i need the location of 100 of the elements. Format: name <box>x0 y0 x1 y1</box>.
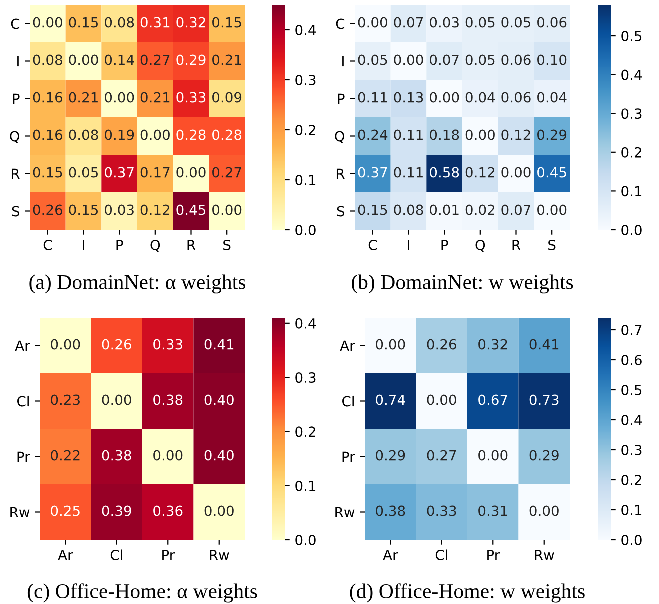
y-tick-label: I <box>342 56 344 67</box>
data-label: 0.31 <box>478 506 508 516</box>
data-label: 0.00 <box>502 167 531 178</box>
data-label: 0.29 <box>530 450 559 461</box>
x-tick-label: Pr <box>162 550 176 560</box>
data-label: 0.13 <box>394 92 424 103</box>
data-label: 0.26 <box>427 339 456 350</box>
data-label: 0.00 <box>140 130 170 140</box>
x-tick-label: Rw <box>535 550 554 560</box>
color-bar-label: 0.6 <box>622 354 642 366</box>
data-label: 0.00 <box>466 130 495 140</box>
data-label: 0.29 <box>538 130 567 140</box>
data-label: 0.29 <box>376 450 406 461</box>
y-tick-label: Rw <box>10 507 30 518</box>
color-bar-label: 0.1 <box>296 480 316 492</box>
color-bar-label: 0.1 <box>622 186 642 197</box>
color-bar-label: 0.3 <box>622 108 642 120</box>
color-bar-label: 0.4 <box>296 24 316 36</box>
color-bar-label: 0.2 <box>296 124 316 136</box>
x-tick-label: Ar <box>58 550 74 560</box>
data-label: 0.11 <box>394 167 423 178</box>
text: (b) DomainNet: w weights <box>352 274 574 294</box>
data-label: 0.06 <box>538 17 567 28</box>
y-tick-label: R <box>336 168 345 180</box>
y-tick-label: Cl <box>18 396 29 407</box>
data-label: 0.38 <box>154 394 183 406</box>
data-label: 0.07 <box>394 17 424 28</box>
y-tick-label: Pr <box>342 452 356 462</box>
data-label: 0.00 <box>154 450 183 461</box>
x-tick-label: P <box>442 240 448 250</box>
y-tick-label: Q <box>10 131 20 144</box>
x-tick-label: Cl <box>436 550 448 560</box>
data-label: 0.00 <box>538 204 567 216</box>
x-tick-label: S <box>224 240 231 250</box>
data-label: 0.16 <box>33 92 63 103</box>
data-label: 0.08 <box>394 204 424 216</box>
y-tick-label: C <box>11 18 20 30</box>
color-bar-label: 0.4 <box>622 414 642 426</box>
color-bar-label: 0.4 <box>296 318 316 329</box>
x-tick-label: I <box>83 240 84 250</box>
color-bar-label: 0.0 <box>622 224 642 236</box>
data-label: 0.05 <box>466 17 495 28</box>
data-label: 0.33 <box>154 339 182 350</box>
text: (a) DomainNet: α weights <box>30 274 246 294</box>
color-bar-label: 0.1 <box>296 174 316 186</box>
x-tick-label: Rw <box>210 550 230 560</box>
data-label: 0.00 <box>176 167 206 178</box>
x-tick-label: P <box>116 240 124 250</box>
data-label: 0.10 <box>538 54 567 66</box>
y-tick-label: Rw <box>336 507 355 518</box>
data-label: 0.45 <box>176 204 206 216</box>
data-label: 0.15 <box>69 17 98 28</box>
data-label: 0.00 <box>376 339 406 350</box>
data-label: 0.17 <box>140 167 170 178</box>
data-label: 0.16 <box>33 130 63 140</box>
data-label: 0.08 <box>105 17 134 28</box>
color-bar-label: 0.3 <box>296 74 316 86</box>
x-tick-label: C <box>44 240 52 250</box>
color-bar-label: 0.2 <box>622 474 642 486</box>
y-tick-label: C <box>336 18 345 30</box>
data-label: 0.00 <box>33 17 62 28</box>
data-label: 0.29 <box>176 54 206 66</box>
data-label: 0.08 <box>69 130 98 140</box>
data-label: 0.11 <box>394 130 423 140</box>
data-label: 0.00 <box>430 92 460 103</box>
data-label: 0.74 <box>376 394 406 406</box>
data-label: 0.15 <box>358 204 388 216</box>
color-bar-label: 0.5 <box>622 31 642 42</box>
data-label: 0.06 <box>502 54 531 66</box>
data-label: 0.05 <box>502 17 530 28</box>
color-bar-label: 0.0 <box>296 534 316 546</box>
data-label: 0.58 <box>430 167 460 178</box>
data-label: 0.33 <box>176 92 206 103</box>
data-label: 0.33 <box>427 506 456 516</box>
data-label: 0.12 <box>140 204 170 216</box>
data-label: 0.24 <box>358 130 388 140</box>
data-label: 0.40 <box>204 450 234 461</box>
data-label: 0.26 <box>33 204 63 216</box>
y-tick-label: S <box>12 206 20 217</box>
y-tick-label: P <box>13 94 20 104</box>
data-label: 0.32 <box>478 339 508 350</box>
data-label: 0.00 <box>69 54 98 66</box>
color-bar-label: 0.3 <box>622 444 642 456</box>
data-label: 0.00 <box>478 450 508 461</box>
data-label: 0.00 <box>204 506 234 516</box>
data-label: 0.04 <box>538 92 567 103</box>
y-tick-label: Pr <box>18 452 30 462</box>
color-bar-label: 0.7 <box>622 324 642 336</box>
data-label: 0.41 <box>530 339 559 350</box>
data-label: 0.15 <box>69 204 98 216</box>
x-tick-label: C <box>368 240 378 250</box>
color-bar-label: 0.0 <box>296 224 316 236</box>
data-label: 0.12 <box>466 167 494 178</box>
data-label: 0.00 <box>51 339 80 350</box>
data-label: 0.14 <box>105 54 134 66</box>
color-bar-label: 0.2 <box>296 426 316 438</box>
data-label: 0.67 <box>478 394 508 406</box>
color-bar-label: 0.2 <box>622 147 642 158</box>
data-label: 0.27 <box>427 450 456 461</box>
data-label: 0.12 <box>502 130 530 140</box>
